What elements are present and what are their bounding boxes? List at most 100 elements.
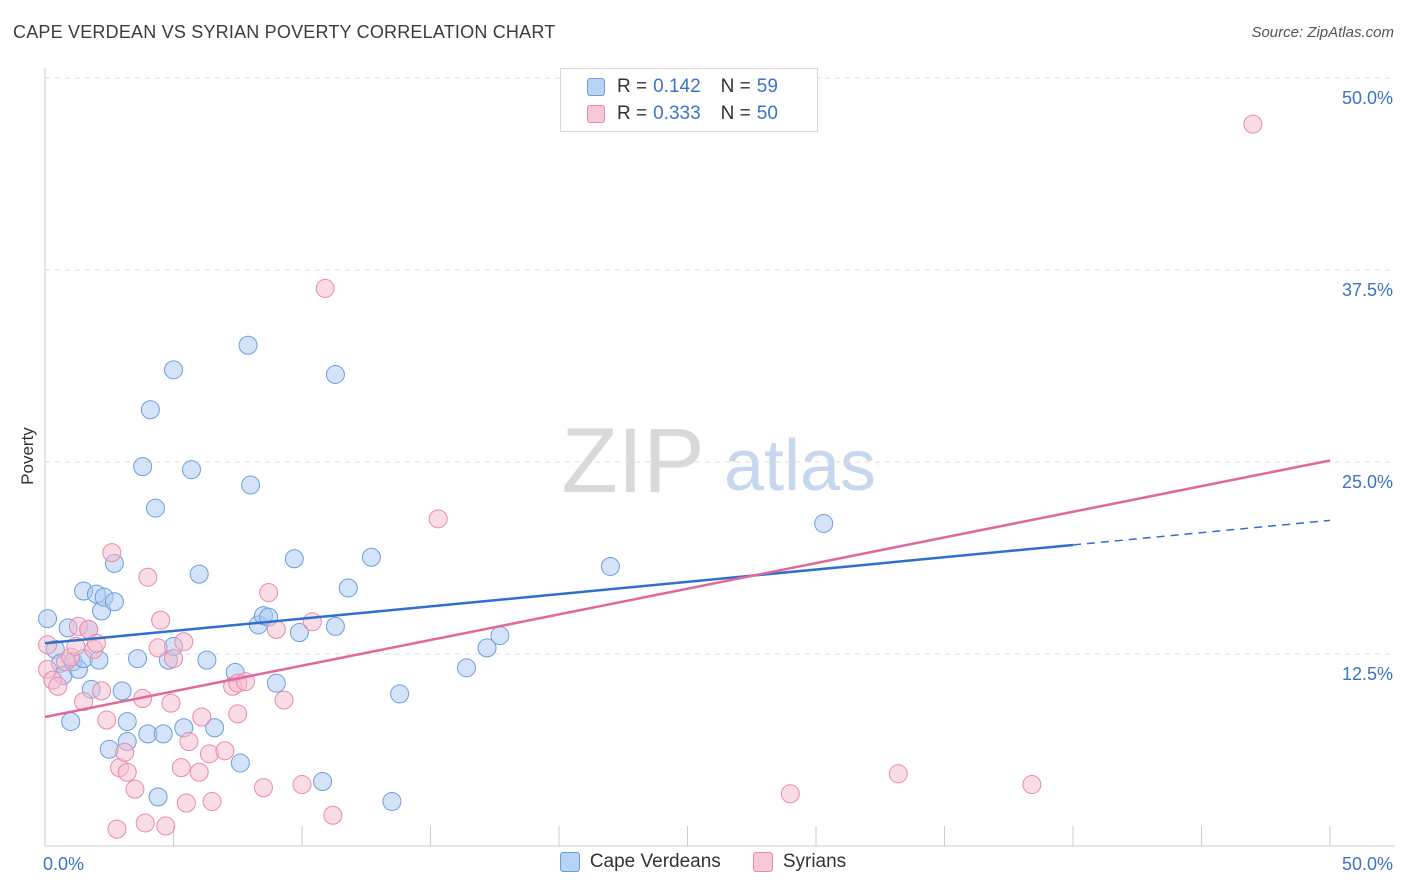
legend-n-label: N = [720,103,751,124]
x-tick-label: 50.0% [1342,854,1393,874]
correlation-legend: R = 0.142 N = 59 R = 0.333 N = 50 [560,68,818,132]
data-point-cape-verdeans [382,791,402,811]
data-point-cape-verdeans [477,638,497,658]
data-point-cape-verdeans [181,460,201,480]
data-point-cape-verdeans [490,626,510,646]
watermark-zip: ZIP [561,410,704,512]
data-point-cape-verdeans [146,498,166,518]
data-point-cape-verdeans [325,616,345,636]
legend-row-syrians: R = 0.333 N = 50 [587,102,778,126]
legend-r-label: R = [617,103,648,124]
data-point-syrians [888,764,908,784]
data-point-syrians [171,758,191,778]
data-point-syrians [259,583,279,603]
data-point-syrians [1243,114,1263,134]
data-point-cape-verdeans [230,753,250,773]
data-point-syrians [215,741,235,761]
series-label: Syrians [782,851,847,872]
data-point-syrians [48,676,68,696]
data-point-cape-verdeans [140,400,160,420]
y-tick-label: 12.5% [1342,664,1393,684]
data-point-syrians [1022,775,1042,795]
data-point-syrians [253,778,273,798]
data-point-syrians [107,819,127,839]
data-point-syrians [292,775,312,795]
data-point-syrians [164,649,183,669]
data-point-cape-verdeans [456,658,476,678]
data-point-cape-verdeans [238,335,258,355]
grid-layer [45,77,1395,655]
data-point-syrians [115,742,135,762]
data-point-syrians [174,632,194,652]
data-point-cape-verdeans [325,364,345,384]
x-tick-label: 0.0% [43,854,84,874]
series-legend-syrians: Syrians [752,851,847,873]
trend-line-syrians [44,459,1331,719]
y-tick-label: 37.5% [1342,280,1393,300]
data-point-cape-verdeans [164,360,183,380]
data-point-cape-verdeans [99,739,119,759]
data-point-syrians [302,612,322,632]
data-point-cape-verdeans [128,649,148,669]
series-legend-cape-verdeans: Cape Verdeans [559,851,721,873]
data-point-syrians [151,610,171,630]
data-point-syrians [179,732,199,752]
trend-layer [44,459,1331,719]
legend-n-value: 59 [756,76,778,97]
data-point-cape-verdeans [133,457,153,477]
data-point-syrians [74,692,94,712]
legend-row-cape-verdeans: R = 0.142 N = 59 [587,75,778,99]
data-point-syrians [323,805,343,825]
data-point-cape-verdeans [600,556,620,576]
legend-n-label: N = [720,76,751,97]
legend-r-value: 0.333 [653,103,701,124]
data-point-syrians [102,543,122,563]
data-point-syrians [97,710,117,730]
data-point-cape-verdeans [266,673,286,693]
data-point-syrians [38,635,58,655]
tick-label-layer: 12.5% 25.0% 37.5% 50.0% 0.0% 50.0% [43,88,1393,874]
data-point-cape-verdeans [153,724,173,744]
trend-line-cape-verdeans [44,543,1074,645]
series-label: Cape Verdeans [589,851,721,872]
data-point-syrians [266,619,286,639]
data-point-syrians [780,784,800,804]
data-point-syrians [315,278,335,298]
legend-r-label: R = [617,76,648,97]
data-point-cape-verdeans [112,681,132,701]
legend-swatch-blue [587,78,605,96]
chart-title: CAPE VERDEAN VS SYRIAN POVERTY CORRELATI… [13,22,556,42]
y-tick-label: 25.0% [1342,472,1393,492]
data-point-cape-verdeans [313,771,333,791]
legend-swatch-pink [587,105,605,123]
data-point-cape-verdeans [197,650,217,670]
data-point-cape-verdeans [61,712,81,732]
series-swatch-blue [559,852,580,872]
data-point-cape-verdeans [289,622,309,642]
data-point-syrians [189,762,209,782]
data-point-syrians [202,791,222,811]
data-point-syrians [135,813,155,833]
data-point-cape-verdeans [104,592,124,612]
trend-line-cape-verdeans-extension [1072,519,1331,546]
data-point-cape-verdeans [284,549,304,569]
series-swatch-pink [752,852,773,872]
data-point-cape-verdeans [338,578,358,598]
data-point-syrians [148,638,168,658]
y-tick-label: 50.0% [1342,88,1393,108]
data-point-cape-verdeans [361,547,381,567]
data-point-cape-verdeans [241,475,261,495]
axis-layer [44,68,1395,847]
data-point-syrians [125,779,145,799]
watermark-atlas: atlas [724,426,876,506]
data-point-syrians [92,681,112,701]
data-point-syrians [192,707,212,727]
data-point-syrians [428,509,448,529]
source-label: Source: ZipAtlas.com [1251,24,1394,41]
series-legend: Cape Verdeans Syrians [0,851,1406,873]
data-point-syrians [228,704,248,724]
data-point-syrians [138,567,158,587]
data-point-syrians [117,762,137,782]
data-point-cape-verdeans [814,513,834,533]
